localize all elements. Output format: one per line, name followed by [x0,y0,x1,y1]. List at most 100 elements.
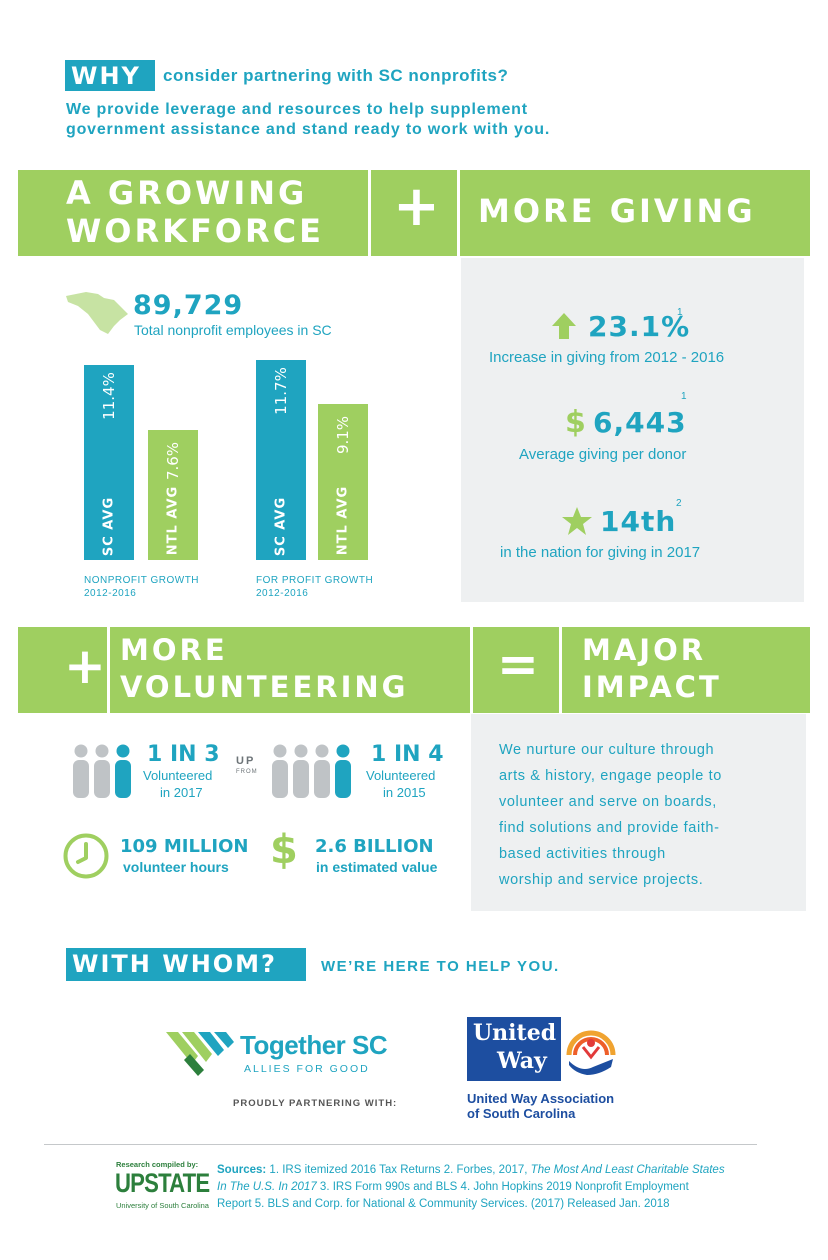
avg-giving-footnote: 1 [681,391,687,402]
avg-giving-value: 6,443 [593,406,687,439]
banner-growing-line2: WORKFORCE [66,212,324,250]
nonprofit-ntl-label: NTL AVG [165,485,181,556]
sources-line1b: The Most And Least Charitable States [530,1164,725,1176]
forprofit-ntl-label: NTL AVG [335,485,351,556]
nonprofit-ntl-value: 7.6% [164,441,182,481]
up-label: UP [236,755,256,767]
nonprofit-sc-bar: 11.4% SC AVG [84,365,134,560]
people-1-in-4-icon [271,744,355,798]
banner-more-giving-text: MORE GIVING [478,192,756,230]
impact-description: We nurture our culture through arts & hi… [499,737,722,893]
intro-subtitle-line1: We provide leverage and resources to hel… [66,101,528,118]
united-way-name-line2: of South Carolina [467,1106,576,1121]
nation-rank-caption: in the nation for giving in 2017 [500,544,701,561]
why-badge-text: WHY [71,62,141,90]
banner2-plus-box: + [18,627,107,713]
why-heading: consider partnering with SC nonprofits? [163,66,509,85]
plus-sign-2: + [64,637,109,695]
workforce-total: 89,729 [133,290,244,321]
giving-panel [461,258,804,602]
ratio-2015-caption-line2: in 2015 [383,785,426,800]
with-whom-tagline: WE’RE HERE TO HELP YOU. [321,958,560,975]
ratio-2017-caption-line2: in 2017 [160,785,203,800]
forprofit-sc-label: SC AVG [273,496,289,557]
impact-line: arts & history, engage people to [499,768,722,784]
forprofit-sc-bar: 11.7% SC AVG [256,360,306,560]
for-profit-growth-title: FOR PROFIT GROWTH 2012-2016 [256,574,373,600]
banner-more-line1: MORE [120,633,228,667]
with-whom-badge: WITH WHOM? [66,948,306,981]
banner-growing-workforce: A GROWING WORKFORCE [18,170,368,256]
united-way-name: United Way Association of South Carolina [467,1091,614,1121]
impact-line: volunteer and serve on boards, [499,794,717,810]
sources-label: Sources: [217,1164,267,1176]
banner-major-impact: MAJOR IMPACT [562,627,810,713]
usc-label: University of South Carolina [116,1201,209,1210]
for-profit-growth-years: 2012-2016 [256,588,309,599]
impact-line: We nurture our culture through [499,742,715,758]
ratio-2017-caption-line1: Volunteered [143,768,213,783]
upstate-logo: UPSTATE [115,1168,210,1198]
estimated-value-amount: 2.6 BILLION [315,836,434,857]
with-whom-text: WITH WHOM? [72,950,277,978]
nonprofit-ntl-bar: 7.6% NTL AVG [148,430,198,560]
equals-sign: = [497,635,542,693]
plus-sign: + [393,174,443,239]
for-profit-growth-title-text: FOR PROFIT GROWTH [256,575,374,586]
estimated-value-caption: in estimated value [316,859,438,875]
from-label: FROM [236,769,258,775]
together-sc-name: Together SC [240,1030,388,1060]
ratio-2015-caption-line1: Volunteered [366,768,436,783]
banner-major-line2: IMPACT [582,670,722,704]
nonprofit-growth-chart: 11.4% SC AVG 7.6% NTL AVG [84,355,204,560]
south-carolina-map-icon [66,292,128,334]
forprofit-ntl-value: 9.1% [334,415,352,455]
giving-increase-value: 23.1% [588,310,691,343]
clock-icon [63,833,109,879]
impact-line: based activities through [499,846,666,862]
united-way-logo: United Way [467,1017,620,1081]
united-way-logo-line1: United [473,1020,557,1046]
nonprofit-sc-value: 11.4% [100,372,118,420]
nation-rank-footnote: 2 [676,498,682,509]
sources-line3: Report 5. BLS and Corp. for National & C… [217,1198,670,1210]
dollar-icon: $ [565,405,586,440]
volunteer-hours-value: 109 MILLION [120,836,249,857]
for-profit-growth-chart: 11.7% SC AVG 9.1% NTL AVG [256,355,376,560]
impact-panel [471,714,806,911]
workforce-total-caption: Total nonprofit employees in SC [134,322,332,338]
avg-giving-caption: Average giving per donor [519,446,687,463]
forprofit-ntl-bar: 9.1% NTL AVG [318,404,368,560]
together-sc-logo: Together SC ALLIES FOR GOOD [164,1026,404,1082]
volunteer-hours-caption: volunteer hours [123,859,229,875]
banner2-equals-box: = [473,627,559,713]
why-badge: WHY [65,60,155,91]
together-sc-tagline: ALLIES FOR GOOD [244,1063,370,1075]
nation-rank-value: 14th [600,505,677,538]
giving-increase-footnote: 1 [677,307,683,318]
forprofit-sc-value: 11.7% [272,367,290,415]
intro-subtitle-line2: government assistance and stand ready to… [66,121,551,138]
banner-more-giving: MORE GIVING [460,170,810,256]
sources-line1a: 1. IRS itemized 2016 Tax Returns 2. Forb… [269,1164,528,1176]
impact-line: worship and service projects. [499,872,704,888]
banner-more-volunteering: MORE VOLUNTEERING [110,627,470,713]
nonprofit-growth-years: 2012-2016 [84,588,137,599]
people-1-in-3-icon [72,744,134,798]
banner-growing-line1: A GROWING [66,174,308,212]
together-sc-mark-icon [166,1032,234,1076]
impact-line: find solutions and provide faith- [499,820,720,836]
star-icon [562,507,592,535]
dollar-value-icon: $ [270,827,298,873]
proudly-partnering-label: PROUDLY PARTNERING WITH: [233,1098,398,1109]
united-way-logo-line2: Way [497,1048,547,1074]
nonprofit-sc-label: SC AVG [101,496,117,557]
research-compiled-label: Research compiled by: [116,1160,199,1169]
footer-divider [44,1144,757,1145]
united-way-emblem-icon [561,1017,620,1081]
united-way-name-line1: United Way Association [467,1091,615,1106]
nonprofit-growth-title: NONPROFIT GROWTH 2012-2016 [84,574,199,600]
ratio-2017-value: 1 IN 3 [147,742,220,767]
nonprofit-growth-title-text: NONPROFIT GROWTH [84,575,200,586]
giving-increase-caption: Increase in giving from 2012 - 2016 [489,349,725,366]
